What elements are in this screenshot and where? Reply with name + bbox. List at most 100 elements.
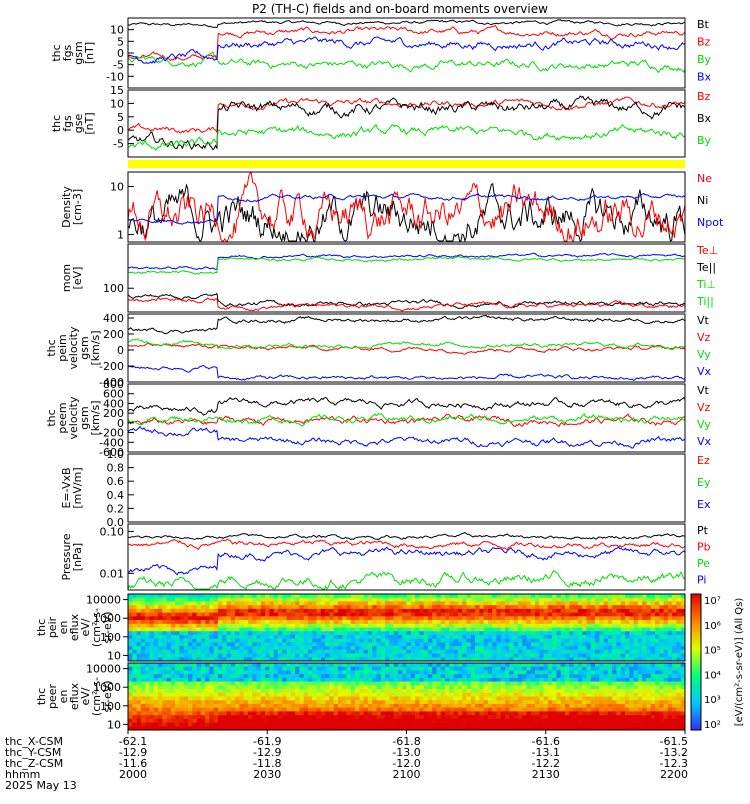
heatmap-cell [145,711,150,716]
heatmap-cell [282,689,287,694]
heatmap-cell [260,631,266,636]
heatmap-cell [196,608,202,613]
heatmap-cell [603,649,609,654]
heatmap-cell [543,642,549,647]
heatmap-cell [380,616,386,621]
heatmap-cell [427,689,433,694]
heatmap-cell [183,711,189,716]
y-tick-label: 10000 [86,663,121,676]
heatmap-cell [303,666,309,671]
heatmap-cell [217,715,223,720]
heatmap-cell [230,696,236,701]
heatmap-cell [582,666,587,671]
heatmap-cell [397,700,403,705]
heatmap-cell [239,646,244,651]
heatmap-cell [676,597,682,602]
heatmap-cell [376,638,382,643]
heatmap-cell [290,634,296,639]
heatmap-cell [680,700,686,705]
heatmap-cell [260,670,266,675]
heatmap-cell [513,631,519,636]
heatmap-cell [393,715,399,720]
heatmap-cell [436,627,442,632]
heatmap-cell [676,677,682,682]
heatmap-cell [145,681,150,686]
heatmap-cell [577,620,583,625]
heatmap-cell [350,707,356,712]
heatmap-cell [445,631,450,636]
heatmap-cell [629,663,634,668]
heatmap-cell [376,642,382,647]
heatmap-cell [175,634,180,639]
heatmap-cell [256,608,262,613]
heatmap-cell [389,605,394,610]
y-tick-label: 15 [110,84,124,97]
heatmap-cell [492,627,497,632]
heatmap-cell [359,616,364,621]
heatmap-cell [483,634,489,639]
heatmap-cell [517,634,523,639]
heatmap-cell [149,718,154,723]
heatmap-cell [462,715,467,720]
heatmap-cell [132,692,137,697]
heatmap-cell [389,608,394,613]
heatmap-cell [145,646,150,651]
heatmap-cell [196,642,202,647]
heatmap-cell [569,638,574,643]
heatmap-cell [222,696,227,701]
heatmap-cell [440,612,446,617]
heatmap-cell [393,649,399,654]
legend-entry: Bx [697,112,712,125]
heatmap-cell [573,601,579,606]
heatmap-cell [612,653,617,658]
heatmap-cell [487,685,493,690]
heatmap-cell [513,620,519,625]
heatmap-cell [192,674,197,679]
heatmap-cell [265,674,270,679]
heatmap-cell [175,715,180,720]
heatmap-cell [307,657,313,662]
heatmap-cell [239,616,244,621]
heatmap-cell [397,646,403,651]
heatmap-cell [432,620,437,625]
heatmap-cell [303,718,309,723]
heatmap-cell [157,681,163,686]
heatmap-cell [633,670,639,675]
y-axis-label: Density[cm-3] [60,186,84,228]
heatmap-cell [265,715,270,720]
heatmap-cell [175,594,180,599]
heatmap-cell [410,657,416,662]
heatmap-cell [277,674,283,679]
heatmap-cell [406,623,412,628]
heatmap-cell [577,677,583,682]
heatmap-cell [637,677,643,682]
heatmap-cell [252,634,257,639]
heatmap-cell [355,663,360,668]
heatmap-cell [453,642,459,647]
heatmap-cell [556,666,562,671]
heatmap-cell [200,696,206,701]
heatmap-cell [427,666,433,671]
heatmap-cell [269,638,274,643]
heatmap-cell [265,685,270,690]
heatmap-cell [470,634,476,639]
heatmap-cell [590,657,596,662]
heatmap-cell [359,605,364,610]
heatmap-cell [162,663,167,668]
heatmap-cell [599,657,604,662]
heatmap-cell [325,711,330,716]
heatmap-cell [222,612,227,617]
heatmap-cell [235,722,240,727]
heatmap-cell [217,726,223,731]
heatmap-cell [595,649,600,654]
heatmap-cell [132,627,137,632]
heatmap-cell [329,638,334,643]
heatmap-cell [449,703,454,708]
heatmap-cell [526,612,532,617]
heatmap-cell [209,663,214,668]
heatmap-cell [307,722,313,727]
heatmap-cell [552,642,557,647]
heatmap-cell [128,692,133,697]
heatmap-cell [329,726,334,731]
